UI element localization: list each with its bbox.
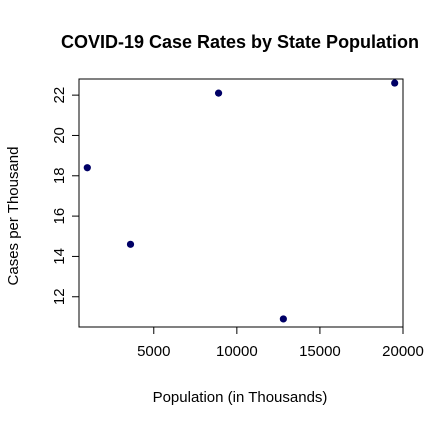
y-axis: 12 14 16 18 20 22 bbox=[51, 87, 80, 305]
data-points bbox=[83, 79, 399, 323]
y-tick-label: 20 bbox=[51, 127, 68, 144]
data-point bbox=[214, 89, 223, 97]
x-axis: 5000 10000 15000 20000 bbox=[137, 326, 424, 360]
y-tick-label: 14 bbox=[51, 248, 68, 265]
data-point bbox=[391, 79, 399, 87]
x-tick-label: 20000 bbox=[382, 343, 424, 360]
data-point bbox=[126, 240, 135, 248]
data-point bbox=[279, 315, 287, 323]
plot-area bbox=[78, 78, 404, 328]
y-tick-label: 16 bbox=[51, 208, 68, 225]
y-tick-label: 18 bbox=[51, 167, 68, 184]
y-axis-label: Cases per Thousand bbox=[5, 147, 22, 286]
x-axis-label: Population (in Thousands) bbox=[153, 389, 328, 406]
chart-title: COVID-19 Case Rates by State Population bbox=[61, 32, 419, 52]
data-point bbox=[83, 164, 91, 172]
x-tick-label: 10000 bbox=[216, 343, 258, 360]
x-tick-label: 15000 bbox=[299, 343, 341, 360]
y-tick-label: 12 bbox=[51, 288, 68, 305]
x-tick-label: 5000 bbox=[137, 343, 170, 360]
y-tick-label: 22 bbox=[51, 87, 68, 104]
